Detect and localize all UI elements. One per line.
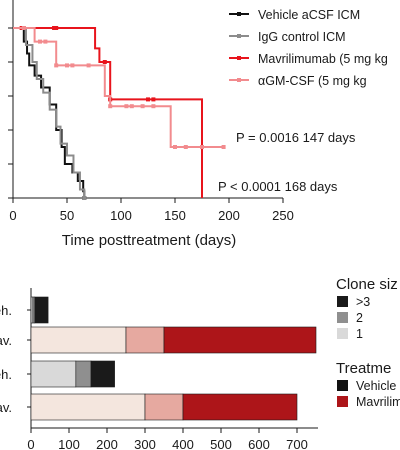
- legend-label-clone-2: 2: [356, 311, 363, 325]
- bar-x-tick-label: 700: [286, 437, 308, 450]
- censor-mark-mavrilimumab: [54, 26, 59, 30]
- bar-category-label: Veh.: [0, 367, 12, 382]
- censor-mark-mavrilimumab: [151, 97, 156, 102]
- legend-label-igg: IgG control ICM: [258, 30, 346, 44]
- bar-segment-clone-gt3: [34, 296, 49, 324]
- survival-legend: Vehicle aCSF ICM IgG control ICM Mavrili…: [229, 8, 388, 88]
- survival-line-igg: [13, 27, 86, 198]
- censor-mark-agmcsf: [173, 145, 177, 149]
- censor-mark-agmcsf: [140, 104, 145, 109]
- survival-x-tick-label: 0: [9, 208, 16, 223]
- legend-item-mavrilimumab: Mavrilimumab (5 mg kg: [229, 52, 388, 66]
- clone-size-legend-title: Clone siz: [336, 276, 398, 293]
- censor-mark-agmcsf: [108, 104, 113, 109]
- legend-label-treatment-mavrilimumab: Mavrilimu: [356, 395, 400, 409]
- bar-category-label: Mav.: [0, 400, 12, 415]
- censor-mark-agmcsf: [21, 26, 26, 30]
- legend-swatch-treatment-mavrilimumab: [337, 396, 348, 407]
- bar-x-tick-label: 400: [172, 437, 194, 450]
- p-value-annotation-1: P = 0.0016 147 days: [236, 130, 356, 145]
- censor-mark-agmcsf: [200, 145, 204, 149]
- survival-x-tick-label: 50: [60, 208, 74, 223]
- treatment-legend: Treatme Vehicle Mavrilimu: [336, 360, 400, 409]
- p-value-annotation-2: P < 0.0001 168 days: [218, 179, 338, 194]
- survival-x-ticks: 0 50 100 150 200 250: [9, 198, 294, 223]
- survival-line-vehicle: [13, 27, 86, 198]
- bar-x-ticks: 0 100 200 300 400 500 600 700: [27, 428, 308, 450]
- bar-segment-clone-1: [30, 393, 146, 421]
- bar-segment-clone-gt3: [90, 360, 115, 388]
- bar-segment-clone-2: [125, 326, 165, 354]
- legend-swatch-clone-2: [337, 312, 348, 323]
- censor-mark-agmcsf: [54, 63, 59, 68]
- legend-label-vehicle: Vehicle aCSF ICM: [258, 8, 360, 22]
- survival-x-tick-label: 150: [164, 208, 186, 223]
- legend-swatch-clone-gt3: [337, 296, 348, 307]
- bar-segment-clone-2: [144, 393, 184, 421]
- censor-mark-mavrilimumab: [52, 26, 57, 30]
- bar-category-labels: Veh. Mav. Veh. Mav.: [0, 303, 31, 415]
- censor-mark-agmcsf: [124, 104, 129, 109]
- clone-size-legend: Clone siz >3 2 1: [336, 276, 398, 341]
- bar-x-tick-label: 200: [96, 437, 118, 450]
- censor-mark-mavrilimumab: [146, 97, 150, 102]
- clone-size-bar-chart: Veh.Mav.Veh.Mav. 0100200300400500600700 …: [0, 276, 400, 450]
- censor-mark-igg: [82, 196, 87, 200]
- survival-x-axis-title: Time posttreatment (days): [62, 232, 237, 249]
- bar-x-tick-label: 100: [58, 437, 80, 450]
- bar-x-tick-label: 500: [210, 437, 232, 450]
- bar-category-label: Veh.: [0, 303, 12, 318]
- legend-label-clone-gt3: >3: [356, 295, 370, 309]
- bar-segment-clone-1: [30, 360, 77, 388]
- censor-mark-agmcsf: [43, 39, 48, 44]
- censor-mark-agmcsf: [129, 104, 134, 109]
- legend-item-vehicle: Vehicle aCSF ICM: [229, 8, 360, 22]
- survival-line-mavrilimumab: [13, 27, 203, 198]
- survival-x-tick-label: 250: [272, 208, 294, 223]
- legend-marker-igg: [237, 34, 241, 38]
- censor-mark-mavrilimumab: [102, 60, 107, 64]
- legend-swatch-treatment-vehicle: [337, 380, 348, 391]
- censor-mark-agmcsf: [221, 145, 226, 149]
- legend-label-agmcsf: αGM-CSF (5 mg kg: [258, 74, 367, 88]
- treatment-legend-title: Treatme: [336, 360, 391, 377]
- bar-segments: [30, 296, 317, 421]
- legend-label-clone-1: 1: [356, 327, 363, 341]
- bar-category-label: Mav.: [0, 333, 12, 348]
- survival-x-tick-label: 200: [218, 208, 240, 223]
- legend-label-mavrilimumab: Mavrilimumab (5 mg kg: [258, 52, 388, 66]
- survival-y-ticks: [8, 27, 13, 199]
- bar-segment-clone-1: [30, 326, 127, 354]
- bar-x-tick-label: 600: [248, 437, 270, 450]
- bar-segment-clone-2: [75, 360, 92, 388]
- survival-x-tick-label: 100: [110, 208, 132, 223]
- bar-segment-clone-gt3: [182, 393, 298, 421]
- bar-x-tick-label: 0: [27, 437, 34, 450]
- survival-series: [13, 26, 226, 200]
- censor-mark-agmcsf: [38, 39, 42, 44]
- legend-marker-vehicle: [237, 12, 241, 16]
- survival-plot: 0 50 100 150 200 250 Time posttreatment (days…: [8, 0, 388, 249]
- legend-label-treatment-vehicle: Vehicle: [356, 379, 396, 393]
- censor-mark-agmcsf: [151, 104, 156, 109]
- censor-mark-agmcsf: [65, 63, 69, 68]
- legend-item-igg: IgG control ICM: [229, 30, 346, 44]
- bar-segment-clone-gt3: [163, 326, 317, 354]
- bar-x-tick-label: 300: [134, 437, 156, 450]
- legend-swatch-clone-1: [337, 328, 348, 339]
- censor-mark-agmcsf: [86, 63, 91, 68]
- censor-mark-agmcsf: [70, 63, 75, 68]
- legend-marker-agmcsf: [237, 78, 241, 82]
- legend-item-agmcsf: αGM-CSF (5 mg kg: [229, 74, 367, 88]
- legend-marker-mavrilimumab: [237, 56, 241, 60]
- censor-mark-agmcsf: [183, 145, 188, 149]
